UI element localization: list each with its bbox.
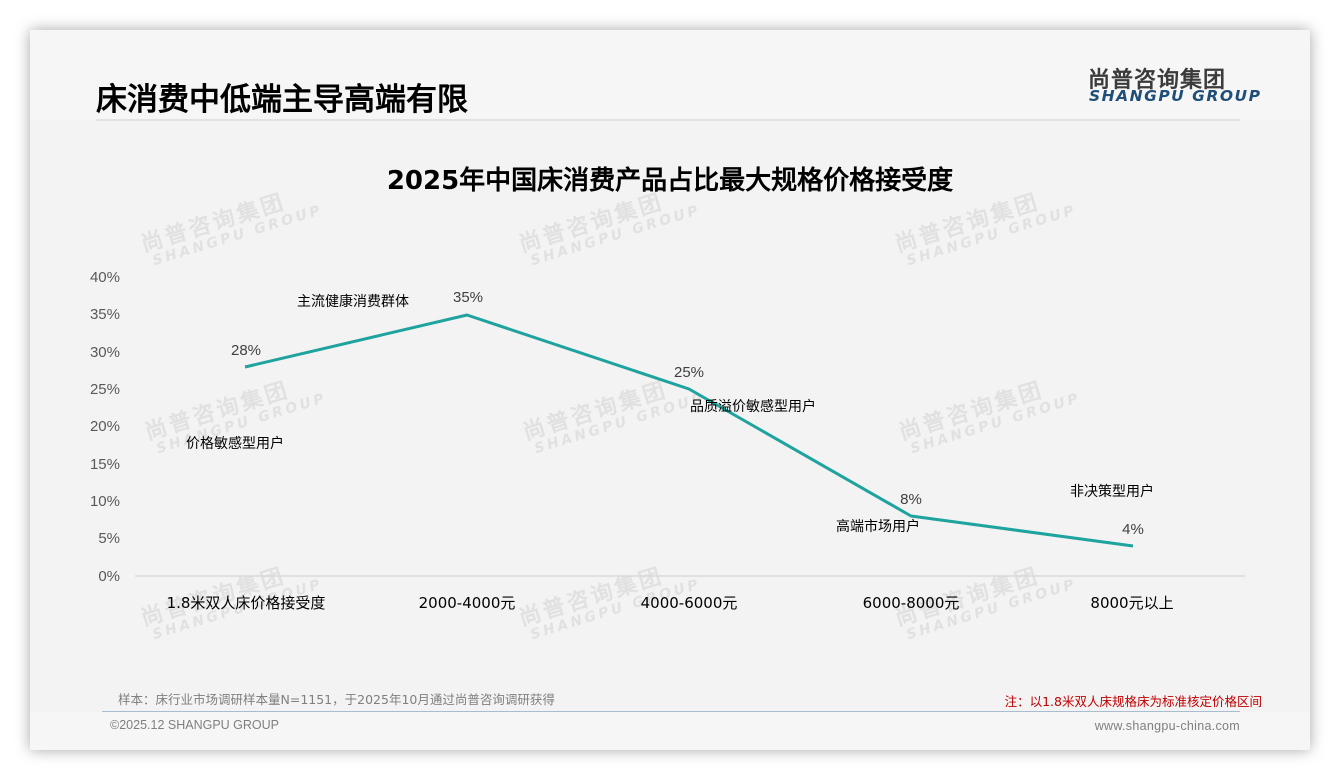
y-tick: 0% [98,568,120,585]
data-label: 4% [1122,521,1144,538]
y-tick: 30% [90,344,120,361]
x-tick: 6000-8000元 [863,594,960,612]
logo-chinese: 尚普咨询集团 [1088,68,1227,93]
footer-divider [102,711,1240,712]
footnote: 注：以1.8米双人床规格床为标准核定价格区间 [1004,694,1262,709]
annotation: 价格敏感型用户 [186,435,284,452]
sample-note: 样本：床行业市场调研样本量N=1151，于2025年10月通过尚普咨询调研获得 [118,692,555,707]
series-line [244,313,1134,548]
y-tick: 40% [90,269,120,286]
y-tick: 20% [90,418,120,435]
logo-english: SHANGPU GROUP [1089,87,1262,105]
x-tick: 8000元以上 [1090,594,1173,612]
website-link[interactable]: www.shangpu-china.com [1094,719,1240,733]
y-tick: 35% [90,306,120,323]
y-tick: 15% [90,456,120,473]
y-tick: 25% [90,381,120,398]
y-tick: 10% [90,493,120,510]
annotation: 非决策型用户 [1070,483,1154,500]
slide: 床消费中低端主导高端有限 尚普咨询集团 SHANGPU GROUP 尚普咨询集团… [30,30,1310,750]
data-label: 25% [674,364,704,381]
line-chart: 40% 35% 30% 25% 20% 15% 10% 5% 0% 1.8米双人… [90,269,1245,612]
x-tick: 1.8米双人床价格接受度 [167,594,326,612]
data-label: 35% [453,289,483,306]
title-divider [96,119,1240,121]
annotation: 品质溢价敏感型用户 [690,398,816,415]
header-band [30,30,1310,120]
x-tick: 4000-6000元 [641,594,738,612]
x-tick: 2000-4000元 [419,594,516,612]
page-title: 床消费中低端主导高端有限 [96,82,468,118]
annotation: 高端市场用户 [836,518,920,535]
annotation: 主流健康消费群体 [297,293,409,310]
copyright: ©2025.12 SHANGPU GROUP [110,718,279,732]
y-tick: 5% [98,530,120,547]
data-label: 28% [231,342,261,359]
data-label: 8% [900,491,922,508]
footer-band [30,712,1310,750]
chart-title: 2025年中国床消费产品占比最大规格价格接受度 [386,166,954,196]
